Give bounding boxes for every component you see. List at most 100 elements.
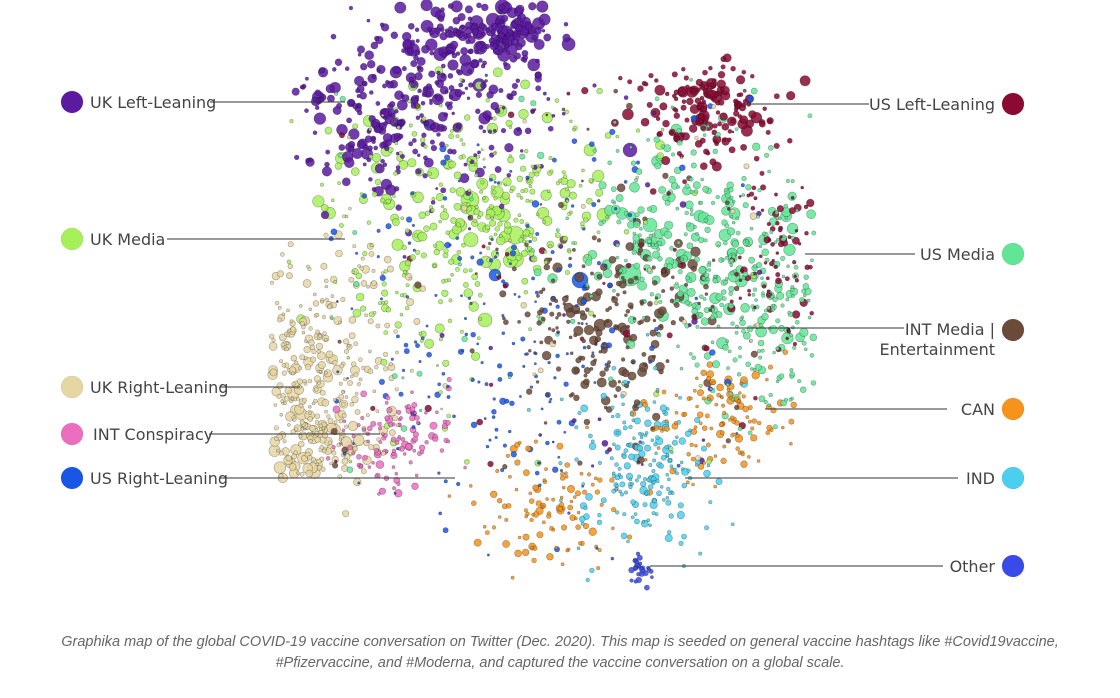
node-us-media <box>705 277 710 282</box>
legend-label: CAN <box>961 400 995 419</box>
node-uk-left-leaning <box>452 27 459 33</box>
node-us-right-leaning <box>538 461 542 465</box>
node-other <box>636 554 643 561</box>
node-int-conspiracy <box>424 410 428 415</box>
node-uk-right-leaning <box>461 204 468 212</box>
node-us-media <box>637 233 642 238</box>
node-uk-left-leaning <box>415 115 421 121</box>
node-uk-media <box>698 383 703 388</box>
node-can <box>694 376 699 381</box>
node-us-media <box>763 152 770 158</box>
node-uk-left-leaning <box>343 157 355 168</box>
node-uk-right-leaning <box>315 342 324 351</box>
node-can <box>742 405 750 413</box>
node-uk-media <box>509 189 514 194</box>
node-uk-left-leaning <box>460 47 469 56</box>
node-us-media <box>664 220 674 230</box>
node-int-media <box>711 258 716 263</box>
node-uk-right-leaning <box>352 446 358 452</box>
legend-label: IND <box>966 469 995 488</box>
node-us-right-leaning <box>591 351 595 355</box>
node-us-media <box>771 303 776 308</box>
node-can <box>713 484 718 489</box>
node-uk-right-leaning <box>341 457 349 465</box>
node-int-media <box>606 360 612 365</box>
node-int-media <box>606 364 611 368</box>
node-us-left-leaning <box>487 460 494 468</box>
node-uk-left-leaning <box>622 142 638 158</box>
node-us-media <box>745 184 752 191</box>
node-int-media <box>603 405 608 410</box>
node-us-media <box>646 138 650 142</box>
node-uk-left-leaning <box>691 318 698 325</box>
node-uk-left-leaning <box>439 332 445 339</box>
node-us-left-leaning <box>719 112 728 121</box>
node-can <box>491 525 497 530</box>
node-int-media <box>565 294 569 299</box>
node-uk-media <box>503 221 511 229</box>
node-can <box>706 376 712 382</box>
node-uk-right-leaning <box>386 265 394 273</box>
node-int-media <box>586 345 591 350</box>
node-ind <box>669 464 674 469</box>
node-uk-right-leaning <box>365 413 370 418</box>
node-uk-left-leaning <box>500 14 509 23</box>
node-us-media <box>731 220 736 225</box>
node-uk-media <box>522 239 527 244</box>
node-uk-left-leaning <box>464 86 469 91</box>
node-uk-left-leaning <box>366 157 372 163</box>
node-uk-media <box>398 159 409 170</box>
legend-swatch <box>60 422 84 446</box>
node-uk-media <box>377 301 382 306</box>
node-uk-left-leaning <box>467 16 473 22</box>
node-us-left-leaning <box>741 102 747 108</box>
node-uk-left-leaning <box>371 73 377 79</box>
node-ind <box>630 515 635 520</box>
node-uk-media <box>463 288 474 298</box>
node-int-media <box>589 366 594 371</box>
node-uk-right-leaning <box>330 294 335 299</box>
node-us-media <box>618 268 623 273</box>
node-uk-left-leaning <box>551 440 555 444</box>
node-uk-left-leaning <box>454 88 463 97</box>
node-can <box>561 485 566 490</box>
node-int-media <box>615 280 622 287</box>
node-us-left-leaning <box>680 132 685 137</box>
node-us-right-leaning <box>479 251 483 255</box>
node-int-media <box>576 310 581 315</box>
node-int-conspiracy <box>384 415 390 421</box>
node-can <box>582 522 590 530</box>
node-uk-media <box>435 193 444 202</box>
node-uk-left-leaning <box>406 48 413 54</box>
node-us-left-leaning <box>758 254 763 259</box>
node-int-media <box>616 183 626 193</box>
node-us-media <box>647 243 652 248</box>
node-int-conspiracy <box>400 436 406 442</box>
node-us-media <box>754 363 762 371</box>
node-can <box>740 452 745 457</box>
node-int-media <box>626 324 631 329</box>
node-ind <box>653 365 658 371</box>
node-uk-media <box>369 243 374 248</box>
node-int-media <box>551 328 556 333</box>
node-int-conspiracy <box>380 432 385 437</box>
node-can <box>705 442 711 448</box>
node-uk-right-leaning <box>339 363 345 369</box>
node-int-media <box>594 339 598 344</box>
node-ind <box>611 471 616 476</box>
node-uk-media <box>492 151 497 156</box>
node-ind <box>704 525 710 531</box>
node-uk-right-leaning <box>324 284 329 289</box>
node-us-right-leaning <box>509 169 513 173</box>
node-int-conspiracy <box>361 427 366 432</box>
node-uk-left-leaning <box>321 166 333 177</box>
node-us-right-leaning <box>488 177 493 182</box>
node-can <box>750 434 758 442</box>
node-int-media <box>639 319 645 325</box>
node-can <box>560 524 568 531</box>
node-us-media <box>735 230 741 236</box>
node-us-right-leaning <box>591 202 597 208</box>
node-int-media <box>613 324 618 329</box>
node-int-media <box>742 88 747 93</box>
node-us-media <box>799 297 805 303</box>
